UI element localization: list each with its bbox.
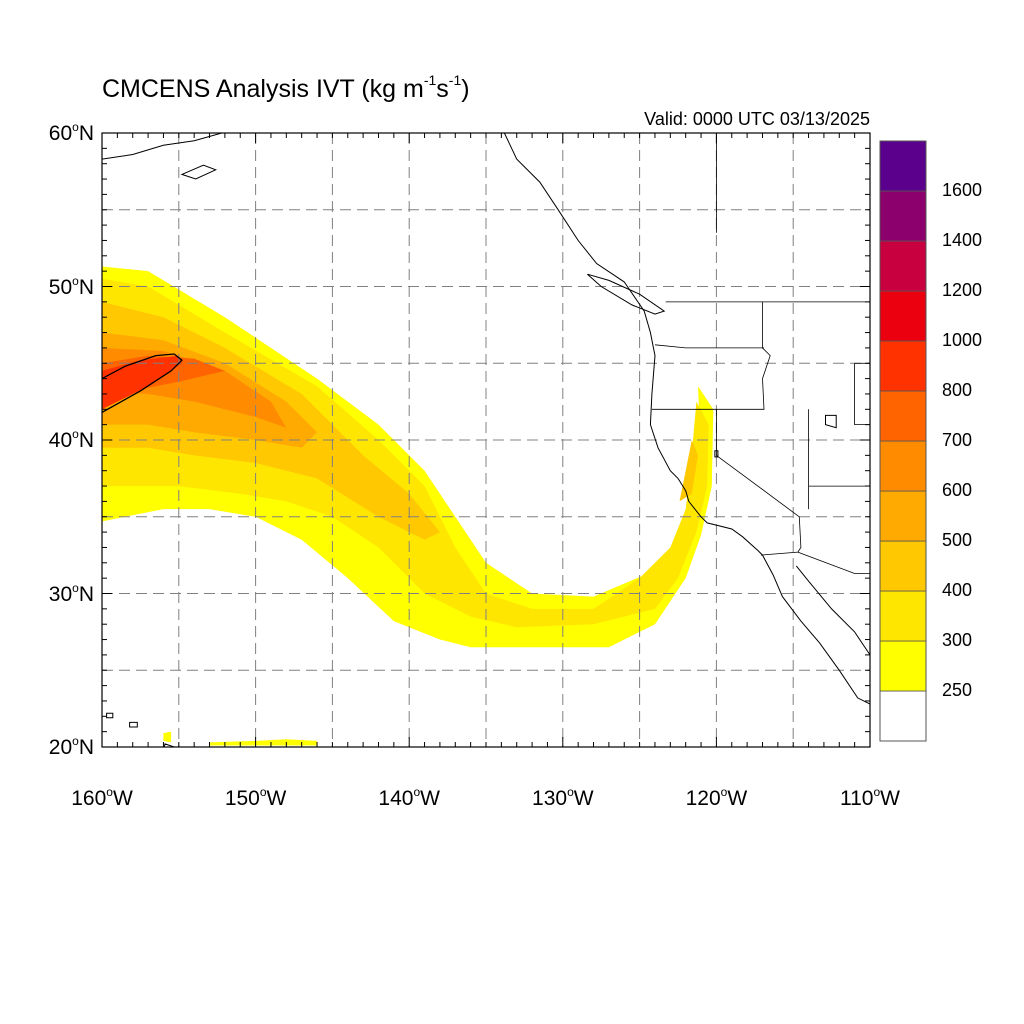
colorbar-bin [879,490,927,542]
coastline-hawaii_oahu [129,721,138,728]
colorbar-label: 700 [942,430,973,450]
ivt-region-3 [679,440,698,502]
colorbar-bin [879,140,927,192]
latitude-label: 60oN [48,120,94,145]
colorbar-bin [879,240,927,292]
colorbar-bin [879,690,927,742]
coastline-vancouver_island [587,273,666,315]
coastline-hawaii_kauai [106,712,114,719]
colorbar-frame [879,140,927,742]
colorbar-label: 1200 [942,280,983,300]
lake-outline [825,414,837,429]
colorbar-label: 600 [942,480,973,500]
plot-layer [102,133,870,747]
colorbar-label: 250 [942,680,973,700]
colorbar-bin [879,290,927,342]
colorbar-label: 1000 [942,330,983,350]
colorbar-label: 400 [942,580,973,600]
political-border [716,409,802,556]
longitude-label: 150oW [224,785,287,810]
latitude-label: 20oN [48,734,94,759]
political-border [797,551,870,574]
colorbar-bin [879,640,927,692]
colorbar-bin [879,340,927,392]
political-border [854,363,870,426]
colorbar-label: 300 [942,630,973,650]
longitude-label: 130oW [532,785,594,810]
longitude-label: 160oW [71,785,133,810]
coastline-gulf_ca [795,565,870,656]
political-border [651,301,771,410]
coastline-alaska [102,133,222,160]
ivt-region-7 [102,355,182,410]
longitude-label: 140oW [378,785,440,810]
colorbar-label: 800 [942,380,973,400]
political-border [654,344,764,349]
colorbar-bin [879,590,927,642]
longitude-label: 110oW [840,785,900,810]
ivt-contour-line [102,353,183,413]
colorbar-label: 1400 [942,230,983,250]
colorbar-bin [879,390,927,442]
latitude-label: 40oN [48,427,94,452]
map-title: CMCENS Analysis IVT (kg m-1s-1) [102,72,470,103]
colorbar-label: 500 [942,530,973,550]
colorbar-bin [879,540,927,592]
longitude-label: 120oW [685,785,748,810]
valid-time-label: Valid: 0000 UTC 03/13/2025 [644,109,870,129]
colorbar-bin [879,440,927,492]
latitude-label: 30oN [48,580,94,606]
colorbar-label: 1600 [942,180,983,200]
coastline-pacific_nw [503,133,870,705]
coastline-hawaii_big [163,743,176,747]
ivt-region-1 [163,731,172,743]
latitude-label: 50oN [48,273,94,299]
colorbar-bin [879,190,927,242]
coastline-kodiak [180,164,218,180]
ivt-region-1 [209,739,317,746]
